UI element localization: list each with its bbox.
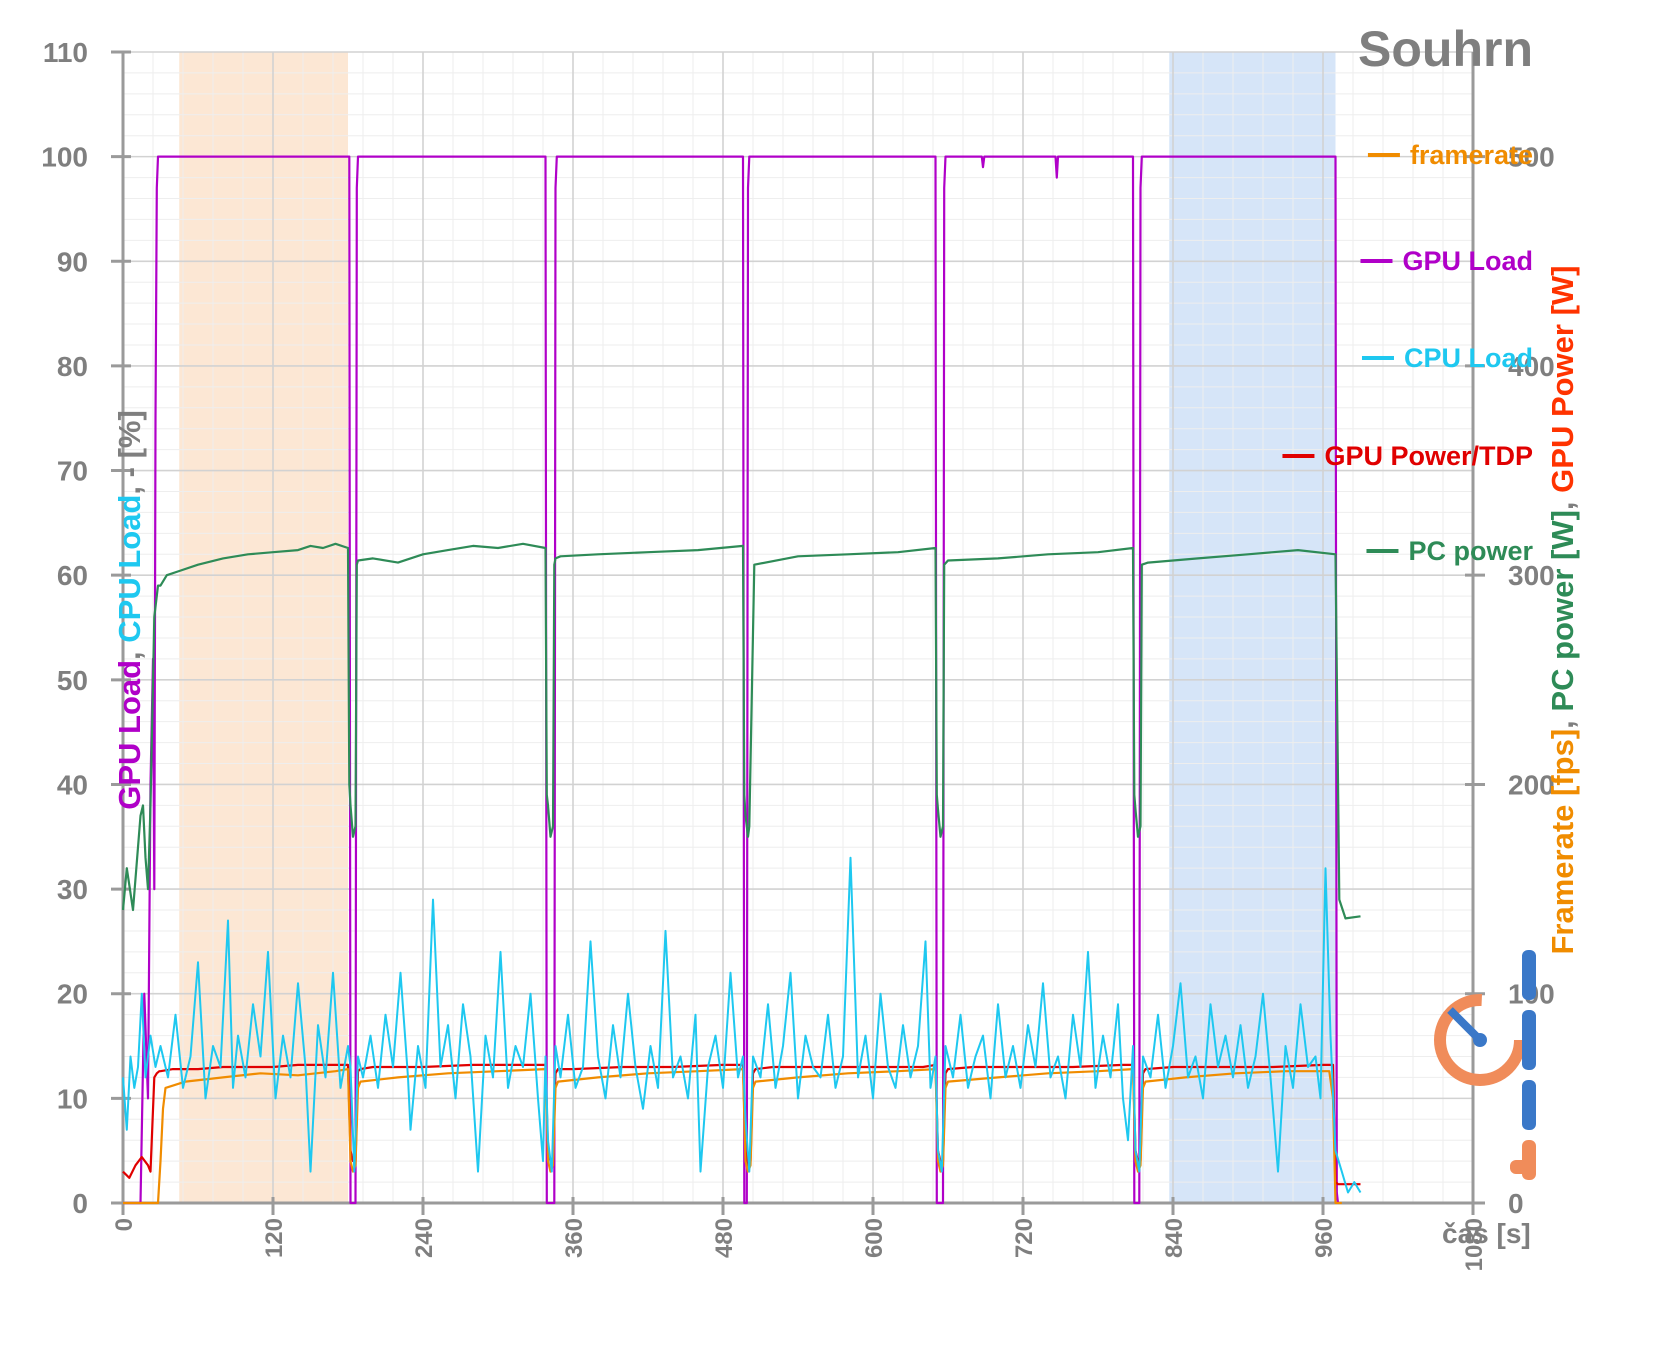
legend-label-cpu-load: CPU Load (1404, 343, 1533, 373)
y-axis-label-right-part: Framerate [fps] (1545, 729, 1580, 955)
x-tick-label: 720 (1011, 1218, 1038, 1258)
y-tick-label-left: 20 (57, 979, 88, 1010)
y-axis-label-left-part: CPU Load (112, 495, 147, 643)
y-tick-label-left: 10 (57, 1083, 88, 1114)
x-axis-label: čas [s] (1442, 1218, 1531, 1249)
x-tick-label: 120 (261, 1218, 288, 1258)
y-tick-label-right: 200 (1508, 769, 1555, 800)
y-tick-label-right: 400 (1508, 351, 1555, 382)
legend-label-gpu-load: GPU Load (1402, 246, 1533, 276)
y-tick-label-left: 100 (41, 142, 88, 173)
legend-label-pc-power: PC power (1408, 536, 1533, 566)
y-tick-label-left: 40 (57, 769, 88, 800)
y-tick-label-right: 500 (1508, 142, 1555, 173)
x-tick-label: 840 (1161, 1218, 1188, 1258)
y-axis-label-right-part: , (1545, 712, 1580, 729)
y-tick-label-left: 70 (57, 456, 88, 487)
x-tick-label: 960 (1311, 1218, 1338, 1258)
legend-label-framerate: framerate (1410, 140, 1533, 170)
series-line-cpu-load (122, 856, 1362, 1194)
pctuning-logo (1434, 950, 1536, 1180)
y-tick-label-right: 0 (1508, 1188, 1524, 1219)
x-tick-label: 360 (561, 1218, 588, 1258)
x-tick-label: 1080 (1461, 1218, 1488, 1271)
y-axis-label-right-part: GPU Power [W] (1545, 266, 1580, 493)
y-tick-label-left: 90 (57, 246, 88, 277)
y-tick-label-left: 60 (57, 560, 88, 591)
y-axis-label-left-part: , - [%] (112, 410, 147, 494)
y-axis-label-right-part: , (1545, 493, 1580, 510)
y-tick-label-left: 50 (57, 665, 88, 696)
x-tick-label: 240 (411, 1218, 438, 1258)
y-axis-label-right: Framerate [fps], PC power [W], GPU Power… (1545, 266, 1580, 955)
y-tick-label-left: 30 (57, 874, 88, 905)
y-tick-label-right: 300 (1508, 560, 1555, 591)
chart-title: Souhrn (1358, 21, 1533, 77)
y-axis-label-left-part: , (112, 643, 147, 660)
highlight-band-2 (1169, 52, 1336, 1203)
x-tick-label: 0 (111, 1218, 138, 1231)
x-tick-label: 480 (711, 1218, 738, 1258)
y-axis-label-left-part: GPU Load (112, 660, 147, 810)
y-axis-label-left: GPU Load, CPU Load, - [%] (112, 410, 147, 810)
y-axis-label-right-part: PC power [W] (1545, 510, 1580, 712)
highlight-band-1 (179, 52, 348, 1203)
y-tick-label-left: 0 (72, 1188, 88, 1219)
x-tick-label: 600 (861, 1218, 888, 1258)
y-tick-label-left: 80 (57, 351, 88, 382)
series-line-gpu-load (123, 155, 1340, 1205)
legend-label-gpu-power-tdp: GPU Power/TDP (1324, 441, 1533, 471)
y-tick-label-left: 110 (43, 37, 88, 68)
series-line-pc-power (121, 542, 1361, 920)
